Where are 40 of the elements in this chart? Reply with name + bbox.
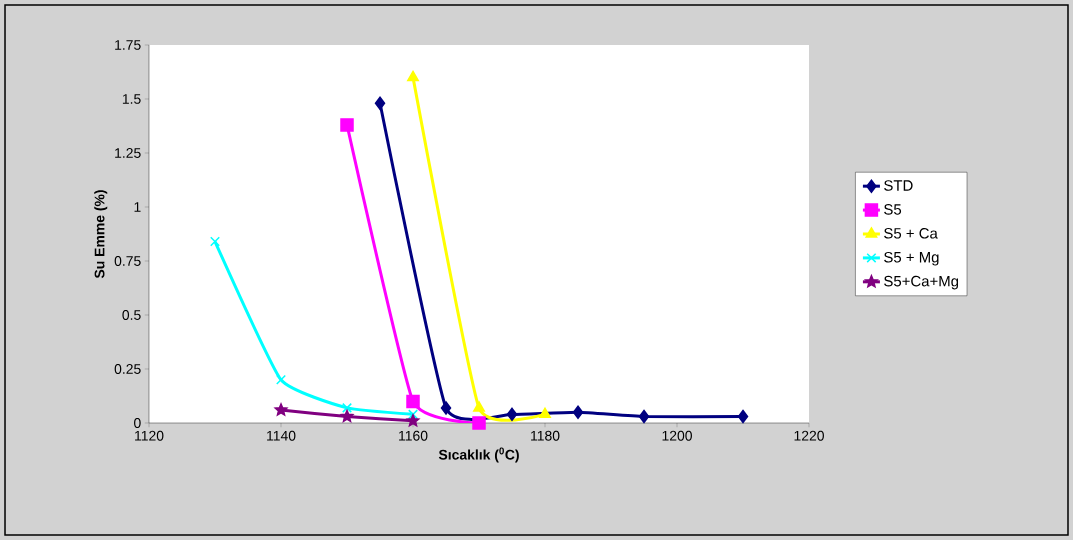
- point: [274, 403, 288, 416]
- x-tick-label: 1140: [267, 430, 296, 441]
- point: [342, 402, 352, 413]
- point: [406, 414, 420, 427]
- y-tick-label: 0.5: [122, 310, 141, 320]
- point: [340, 409, 354, 423]
- x-axis-title: Sıcaklık ($^{0}$C): [438, 447, 519, 463]
- point: [539, 407, 551, 419]
- legend-label: S5 + Ca: [884, 228, 938, 239]
- x-tick-label: 1120: [135, 430, 164, 441]
- point: [440, 401, 452, 415]
- x-tick-label: 1180: [531, 430, 560, 441]
- point: [737, 409, 749, 424]
- y-tick-label: 0.75: [114, 256, 141, 266]
- point: [407, 70, 419, 82]
- y-tick-label: 1.75: [115, 40, 141, 50]
- y-tick-label: 0: [134, 418, 141, 428]
- y-tick-label: 1.25: [115, 148, 141, 158]
- x-tick-label: 1160: [399, 430, 428, 441]
- point: [276, 374, 286, 385]
- y-axis-title: Su Emme (%): [94, 190, 108, 279]
- point: [638, 409, 650, 424]
- point: [340, 118, 354, 132]
- y-tick-label: 1.5: [122, 94, 141, 104]
- x-tick-label: 1200: [662, 430, 692, 441]
- point: [210, 236, 220, 247]
- point: [374, 96, 386, 111]
- legend-label: S5: [884, 204, 902, 215]
- point: [473, 401, 485, 412]
- point: [408, 409, 418, 420]
- point: [506, 407, 518, 422]
- point: [572, 405, 584, 419]
- x-tick-label: 1220: [794, 430, 824, 441]
- legend-label: STD: [884, 180, 913, 191]
- point: [472, 416, 486, 430]
- legend-label: S5 + Mg: [884, 251, 939, 266]
- y-tick-label: 0.25: [114, 364, 141, 374]
- legend-label: S5+Ca+Mg: [884, 275, 959, 290]
- y-tick-label: 1: [134, 202, 141, 212]
- point: [406, 394, 420, 409]
